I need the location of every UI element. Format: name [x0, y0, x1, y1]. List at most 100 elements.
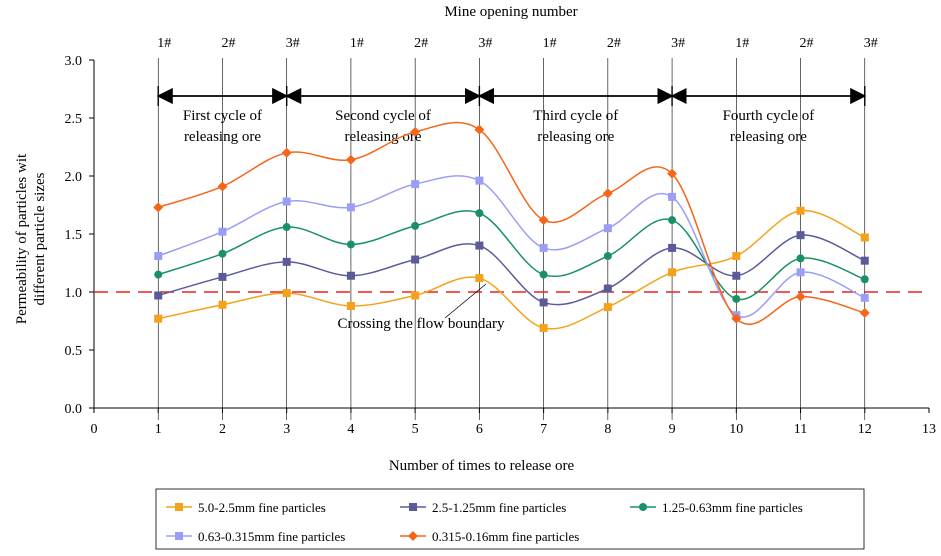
data-point: [539, 298, 548, 307]
y-tick-label: 0.5: [65, 344, 83, 359]
mine-opening-label: 2#: [607, 36, 621, 51]
cycle-label: releasing ore: [184, 129, 261, 145]
x-tick-label: 13: [922, 422, 936, 437]
y-tick-label: 2.5: [65, 112, 83, 127]
data-point: [346, 240, 355, 249]
data-point: [539, 270, 548, 279]
y-axis-title: Permeability of particles wit different p…: [14, 153, 48, 324]
series-line: [157, 121, 865, 326]
legend-swatch-marker: [175, 503, 183, 511]
data-point: [796, 268, 805, 277]
x-axis-title: Number of times to release ore: [389, 458, 575, 474]
mine-opening-label: 2#: [414, 36, 428, 51]
x-tick-label: 5: [412, 422, 419, 437]
y-axis-title-line: Permeability of particles wit: [14, 153, 30, 324]
cycle-label: Second cycle of: [335, 108, 431, 124]
data-point: [732, 271, 741, 280]
data-point: [218, 272, 227, 281]
data-point: [603, 252, 612, 261]
x-tick-label: 3: [283, 422, 290, 437]
data-point: [860, 293, 869, 302]
legend-swatch-marker: [409, 503, 417, 511]
x-tick-label: 10: [729, 422, 743, 437]
data-point: [475, 176, 484, 185]
y-tick-label: 0.0: [65, 402, 83, 417]
x-tick-label: 6: [476, 422, 483, 437]
y-tick-label: 1.0: [65, 286, 83, 301]
data-point: [475, 241, 484, 250]
series-3: [154, 209, 869, 303]
data-point: [539, 243, 548, 252]
mine-opening-label: 1#: [157, 36, 171, 51]
legend-label: 5.0-2.5mm fine particles: [198, 500, 326, 515]
mine-opening-label: 1#: [543, 36, 557, 51]
data-point: [538, 215, 549, 226]
x-tick-label: 8: [604, 422, 611, 437]
data-point: [732, 294, 741, 303]
x-tick-label: 7: [540, 422, 547, 437]
legend-label: 1.25-0.63mm fine particles: [662, 500, 803, 515]
data-point: [603, 224, 612, 233]
data-point: [153, 202, 164, 213]
y-tick-label: 1.5: [65, 228, 83, 243]
data-point: [859, 307, 870, 318]
data-point: [154, 252, 163, 261]
data-point: [860, 233, 869, 242]
y-tick-label: 3.0: [65, 54, 83, 69]
legend-label: 0.315-0.16mm fine particles: [432, 529, 579, 544]
data-point: [154, 291, 163, 300]
legend-swatch-marker: [175, 532, 183, 540]
series-line: [157, 210, 866, 301]
cycle-label: Fourth cycle of: [723, 108, 815, 124]
mine-opening-label: 1#: [350, 36, 364, 51]
legend-label: 0.63-0.315mm fine particles: [198, 529, 345, 544]
legend-swatch-marker: [639, 503, 647, 511]
data-point: [411, 221, 420, 230]
data-point: [411, 255, 420, 264]
cycle-label: releasing ore: [537, 129, 614, 145]
data-point: [667, 168, 678, 179]
data-point: [217, 181, 228, 192]
data-point: [602, 188, 613, 199]
data-point: [668, 268, 677, 277]
mine-opening-label: 3#: [478, 36, 492, 51]
data-point: [282, 289, 291, 298]
top-axis-title: Mine opening number: [444, 4, 577, 20]
data-point: [668, 243, 677, 252]
data-point: [668, 216, 677, 225]
cycle-label: First cycle of: [183, 108, 262, 124]
legend-swatch-marker: [408, 531, 418, 541]
series-1: [154, 206, 869, 332]
legend-box: [155, 488, 865, 550]
data-point: [539, 323, 548, 332]
series-5: [153, 121, 870, 326]
flow-boundary-label: Crossing the flow boundary: [337, 316, 505, 332]
data-point: [732, 252, 741, 261]
data-point: [796, 231, 805, 240]
series-4: [154, 175, 869, 320]
mine-opening-label: 2#: [800, 36, 814, 51]
data-point: [346, 301, 355, 310]
data-point: [218, 249, 227, 258]
cycle-label: releasing ore: [730, 129, 807, 145]
data-point: [603, 284, 612, 293]
data-point: [475, 274, 484, 283]
x-tick-label: 11: [794, 422, 807, 437]
data-point: [411, 180, 420, 189]
data-point: [346, 203, 355, 212]
data-point: [475, 209, 484, 218]
data-point: [474, 124, 485, 135]
data-point: [860, 275, 869, 284]
data-point: [795, 291, 806, 302]
data-point: [668, 192, 677, 201]
data-point: [282, 223, 291, 232]
data-point: [796, 254, 805, 263]
data-point: [345, 154, 356, 165]
mine-opening-label: 2#: [221, 36, 235, 51]
cycle-label: releasing ore: [345, 129, 422, 145]
x-tick-label: 4: [347, 422, 354, 437]
data-point: [154, 270, 163, 279]
data-point: [346, 271, 355, 280]
mine-opening-label: 3#: [286, 36, 300, 51]
data-point: [218, 300, 227, 309]
